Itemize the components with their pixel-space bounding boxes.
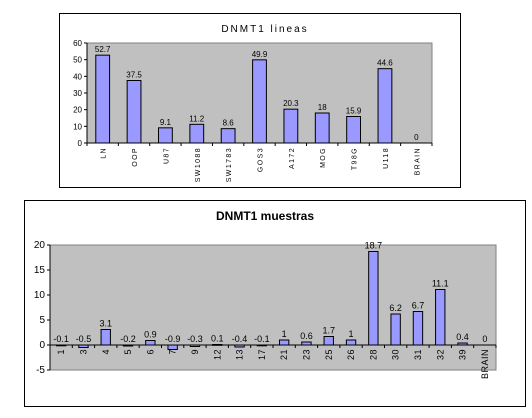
category-label: MOG [320,147,327,168]
data-label: 52.7 [95,45,111,54]
y-tick-label: 50 [73,56,82,65]
y-tick-label: 10 [73,122,82,131]
category-label: SW1088 [195,147,202,182]
data-label: 1 [282,329,287,339]
bar [435,289,446,346]
data-label: 3.1 [99,319,112,329]
data-label: -0.3 [187,334,203,344]
category-label: BRAIN [414,147,421,175]
category-label: 6 [145,349,155,355]
category-label: 21 [279,349,289,360]
category-label: BRAIN [480,349,490,379]
y-tick-label: 5 [39,315,45,326]
category-label: 28 [368,349,378,360]
category-label: 25 [324,349,334,360]
data-label: 49.9 [252,50,268,59]
bar [345,339,357,346]
data-label: 20.3 [283,99,299,108]
y-tick-label: 0 [78,139,83,148]
data-label: -0.9 [165,334,181,344]
bar [368,251,379,346]
category-label: 39 [458,349,468,360]
data-label: 11.2 [189,114,205,123]
data-label: 15.9 [346,107,362,116]
category-label: 7 [168,349,178,355]
bar [323,336,334,346]
data-label: 18 [318,103,327,112]
data-label: -0.5 [76,334,92,344]
category-label: 23 [301,349,311,360]
y-tick-label: 15 [34,265,46,276]
category-label: 26 [346,349,356,360]
data-label: 9.1 [160,118,172,127]
y-tick-label: -5 [36,365,45,376]
data-label: 0 [414,133,419,142]
data-label: -0.2 [120,334,136,344]
y-tick-label: 40 [73,72,82,81]
data-label: 44.6 [377,59,393,68]
category-label: 17 [257,349,267,360]
category-label: 32 [435,349,445,360]
category-label: 3 [78,349,88,355]
data-label: 0.9 [144,330,157,340]
data-label: 37.5 [126,71,142,80]
bar [278,339,290,346]
category-label: 30 [391,349,401,360]
data-label: 0 [482,334,487,344]
category-label: A172 [289,147,296,169]
data-label: 0.4 [456,332,469,342]
y-tick-label: 20 [73,106,82,115]
data-label: 0.1 [211,334,224,344]
y-tick-label: 20 [34,240,46,251]
category-label: LN [101,147,108,159]
data-label: 1 [349,329,354,339]
y-tick-label: 0 [39,340,45,351]
y-tick-label: 10 [34,290,46,301]
category-label: U118 [383,147,390,169]
category-label: 1 [56,349,66,355]
category-label: GOS3 [258,147,265,172]
chart-lineas-title: DNMT1 lineas [221,24,308,35]
data-label: 6.2 [389,303,402,313]
plot-area [49,244,497,371]
category-label: 9 [190,349,200,355]
bar [167,344,178,350]
bar [412,311,424,346]
bar [100,329,111,346]
chart-muestras-title: DNMT1 muestras [216,209,314,223]
category-label: T98G [352,147,359,170]
category-label: 31 [413,349,423,360]
category-label: OOP [132,147,139,167]
data-label: 8.6 [223,119,235,128]
data-label: 18.7 [365,241,383,251]
category-label: SW1783 [226,147,233,182]
data-label: 1.7 [322,326,335,336]
data-label: -0.1 [53,334,69,344]
category-label: 12 [212,349,222,360]
bar [390,313,401,346]
data-label: -0.4 [232,334,248,344]
bar [145,340,156,346]
data-label: 11.1 [432,279,449,289]
category-label: 5 [123,349,133,355]
category-label: 4 [101,349,111,355]
data-label: -0.1 [254,334,270,344]
y-tick-label: 60 [73,39,82,48]
data-label: 6.7 [412,301,425,311]
data-label: 0.6 [300,331,313,341]
category-label: 13 [235,349,245,360]
category-label: U87 [163,147,170,164]
y-tick-label: 30 [73,89,82,98]
